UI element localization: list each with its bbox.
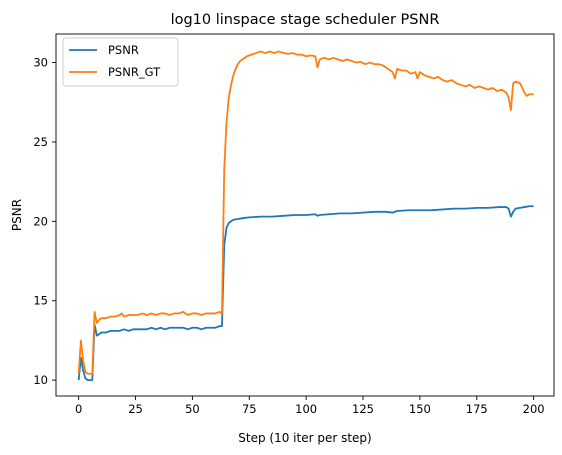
legend-label-psnr-gt: PSNR_GT [108, 65, 161, 79]
x-tick-label: 175 [466, 402, 488, 416]
plot-area [55, 33, 555, 397]
series-line-psnr-gt [77, 50, 534, 375]
plot-frame [55, 33, 555, 397]
x-tick-label: 125 [352, 402, 374, 416]
y-axis: 10 15 20 25 30 [33, 56, 56, 387]
x-axis-label: Step (10 iter per step) [238, 431, 371, 445]
x-tick-label: 75 [242, 402, 257, 416]
chart-title: log10 linspace stage scheduler PSNR [171, 12, 440, 28]
x-tick-label: 150 [409, 402, 431, 416]
x-tick-label: 0 [75, 402, 82, 416]
series-line-psnr [77, 205, 534, 382]
x-tick-label: 100 [295, 402, 317, 416]
x-tick-label: 50 [185, 402, 200, 416]
y-tick-label: 15 [33, 294, 48, 308]
y-tick-label: 30 [33, 56, 48, 70]
x-tick-label: 200 [523, 402, 545, 416]
x-tick-label: 25 [128, 402, 143, 416]
x-axis: 0 25 50 75 100 125 150 175 200 [75, 396, 545, 416]
y-tick-label: 10 [33, 373, 48, 387]
y-tick-label: 25 [33, 135, 48, 149]
legend-label-psnr: PSNR [108, 43, 139, 57]
series-layer [77, 50, 534, 382]
y-axis-label: PSNR [10, 199, 24, 231]
y-tick-label: 20 [33, 214, 48, 228]
legend: PSNR PSNR_GT [62, 37, 179, 87]
